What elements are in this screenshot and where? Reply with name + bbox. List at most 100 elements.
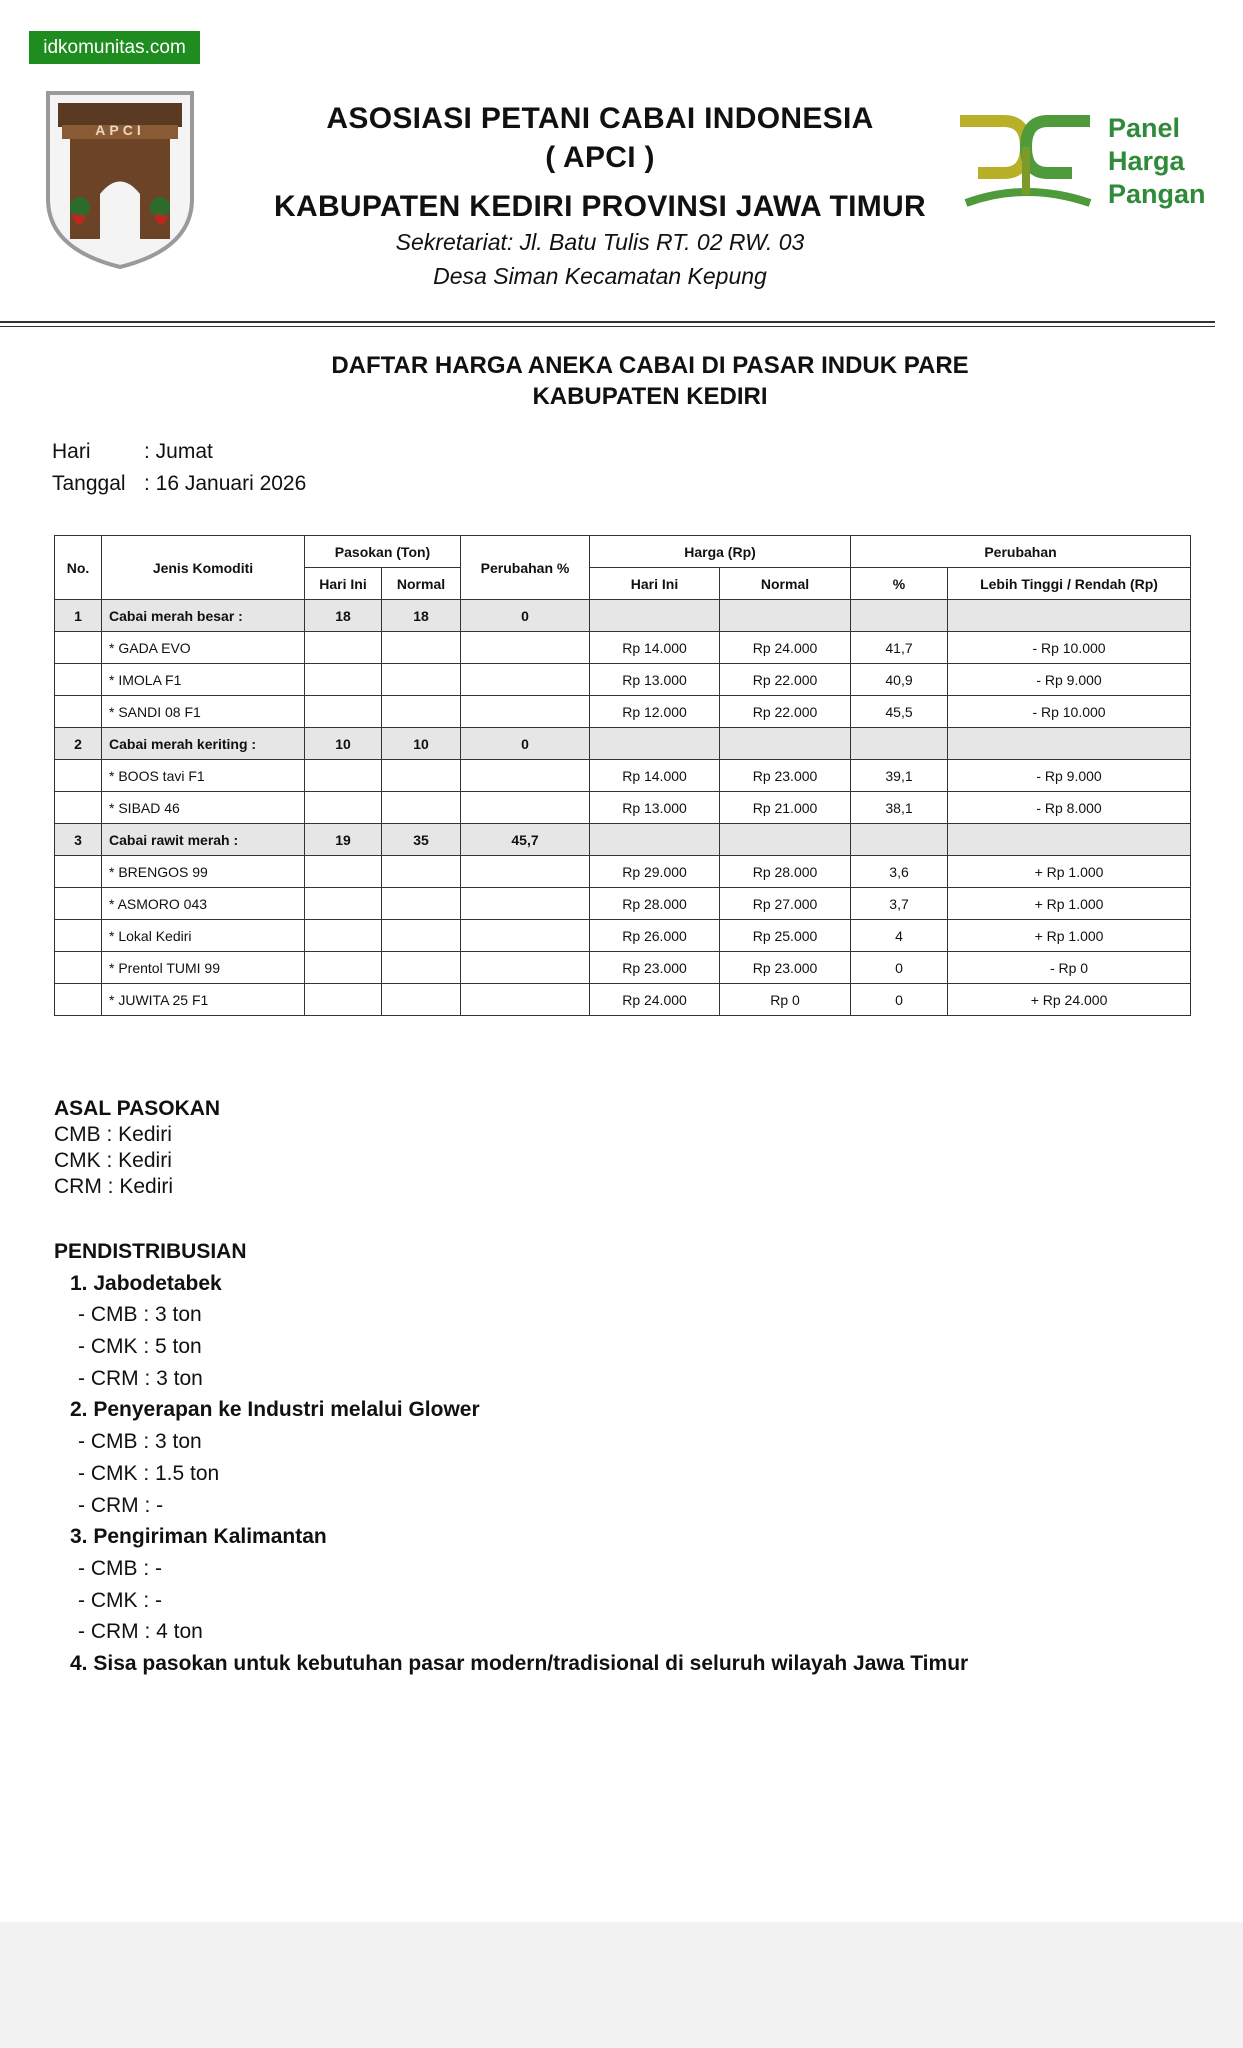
group-item: - CMK : 5 ton: [78, 1335, 202, 1359]
table-cell: 3: [54, 823, 102, 856]
table-cell: Rp 0: [719, 983, 852, 1016]
table-cell: [304, 919, 382, 952]
table-cell: Rp 24.000: [589, 983, 721, 1016]
rule: [0, 326, 1215, 327]
table-cell: Rp 24.000: [719, 631, 852, 664]
column-subheader: Hari Ini: [589, 567, 721, 600]
table-cell: - Rp 9.000: [947, 759, 1192, 792]
table-cell: 10: [304, 727, 382, 760]
table-cell: [380, 951, 462, 984]
table-cell: 19: [304, 823, 382, 856]
table-cell: [304, 983, 382, 1016]
doc-title: KABUPATEN KEDIRI: [532, 383, 768, 410]
table-cell: [589, 727, 721, 760]
table-row: * SANDI 08 F1 Rp 12.000 Rp 22.000 45,5- Rp …: [54, 695, 1192, 728]
table-cell: [380, 759, 462, 792]
table-cell: Rp 14.000: [589, 631, 721, 664]
table-cell: - Rp 8.000: [947, 791, 1192, 824]
table-row: * Lokal Kediri Rp 26.000 Rp 25.000 4 + Rp 1.…: [54, 919, 1192, 952]
table-cell: Rp 29.000: [589, 855, 721, 888]
table-row: * Prentol TUMI 99 Rp 23.000 Rp 23.000 0- Rp…: [54, 951, 1192, 984]
table-cell: * ASMORO 043: [101, 887, 305, 920]
table-row: 1 Cabai merah besar :18 18 0: [54, 599, 1192, 632]
table-cell: - Rp 9.000: [947, 663, 1192, 696]
table-row: 3 Cabai rawit merah :19 35 45,7: [54, 823, 1192, 856]
table-cell: Rp 28.000: [719, 855, 852, 888]
table-cell: - Rp 10.000: [947, 631, 1192, 664]
table-cell: [719, 727, 852, 760]
table-cell: [304, 631, 382, 664]
table-cell: Rp 25.000: [719, 919, 852, 952]
supply-line: CMB : Kediri: [54, 1123, 172, 1146]
footer-area: [0, 1922, 1243, 2048]
table-cell: [54, 983, 102, 1016]
table-row: * IMOLA F1 Rp 13.000 Rp 22.000 40,9- Rp 9.0…: [54, 663, 1192, 696]
table-cell: [460, 663, 591, 696]
section-title: ASAL PASOKAN: [54, 1097, 221, 1120]
table-cell: [460, 919, 591, 952]
table-cell: [460, 695, 591, 728]
table-cell: [380, 631, 462, 664]
group-heading: 2. Penyerapan ke Industri melalui Glower: [70, 1398, 480, 1422]
region: KABUPATEN KEDIRI PROVINSI JAWA TIMUR: [274, 190, 926, 223]
table-cell: [947, 823, 1192, 856]
table-cell: * BOOS tavi F1: [101, 759, 305, 792]
table-cell: [589, 823, 721, 856]
table-cell: [460, 887, 591, 920]
table-cell: [460, 759, 591, 792]
table-cell: 40,9: [850, 663, 949, 696]
table-cell: [304, 855, 382, 888]
column-subheader: Normal: [380, 567, 462, 600]
table-cell: * JUWITA 25 F1: [101, 983, 305, 1016]
table-cell: [304, 791, 382, 824]
table-cell: Cabai rawit merah :: [101, 823, 305, 856]
org-name: ASOSIASI PETANI CABAI INDONESIA: [326, 102, 874, 135]
group-item: - CMB : -: [78, 1556, 162, 1580]
table-cell: 1: [54, 599, 102, 632]
table-cell: [54, 759, 102, 792]
table-cell: [54, 631, 102, 664]
column-subheader: Hari Ini: [304, 567, 382, 600]
header-row: Hari Ini Normal Hari Ini Normal% Lebih Tingg…: [55, 567, 1192, 600]
apci-logo: APCI: [46, 91, 194, 269]
table-cell: 10: [380, 727, 462, 760]
table-cell: [460, 791, 591, 824]
table-cell: + Rp 1.000: [947, 887, 1192, 920]
table-row: 2 Cabai merah keriting :10 10 0: [54, 727, 1192, 760]
info-label: Hari: [52, 440, 91, 463]
table-cell: Rp 21.000: [719, 791, 852, 824]
table-cell: [54, 951, 102, 984]
table-cell: [589, 599, 721, 632]
group-heading: 3. Pengiriman Kalimantan: [70, 1525, 327, 1549]
doc-title: DAFTAR HARGA ANEKA CABAI DI PASAR INDUK …: [331, 352, 969, 379]
table-cell: * SANDI 08 F1: [101, 695, 305, 728]
table-cell: Rp 23.000: [719, 759, 852, 792]
table-cell: [947, 599, 1192, 632]
table-cell: 0: [850, 983, 949, 1016]
table-cell: * Lokal Kediri: [101, 919, 305, 952]
group-item: - CMK : 1.5 ton: [78, 1461, 220, 1485]
group-item: - CRM : 3 ton: [78, 1366, 203, 1390]
table-cell: - Rp 0: [947, 951, 1192, 984]
table-row: * JUWITA 25 F1 Rp 24.000 Rp 0 0 + Rp 24.000: [54, 983, 1192, 1016]
rule: [0, 321, 1215, 323]
table-cell: [54, 663, 102, 696]
group-item: - CMB : 3 ton: [78, 1303, 202, 1327]
table-cell: * IMOLA F1: [101, 663, 305, 696]
info-value: : 16 Januari 2026: [144, 472, 307, 495]
group-heading: 4. Sisa pasokan untuk kebutuhan pasar mo…: [70, 1651, 969, 1675]
distribution: PENDISTRIBUSIAN 1. Jabodetabek - CMB : 3 t…: [54, 1236, 968, 1680]
section-title: PENDISTRIBUSIAN: [54, 1240, 247, 1263]
table-cell: 3,7: [850, 887, 949, 920]
table-cell: [850, 823, 949, 856]
price-table: No. Jenis Komoditi Pasokan (Ton) Perubahan …: [54, 535, 1192, 1016]
table-cell: 41,7: [850, 631, 949, 664]
table-cell: [719, 823, 852, 856]
table-row: * BRENGOS 99 Rp 29.000 Rp 28.000 3,6 + Rp 1.…: [54, 855, 1192, 888]
watermark: idkomunitas.com: [29, 31, 200, 64]
table-cell: 45,5: [850, 695, 949, 728]
address: Sekretariat: Jl. Batu Tulis RT. 02 RW. 0…: [395, 229, 805, 255]
table-cell: [304, 695, 382, 728]
table-cell: 0: [460, 599, 591, 632]
